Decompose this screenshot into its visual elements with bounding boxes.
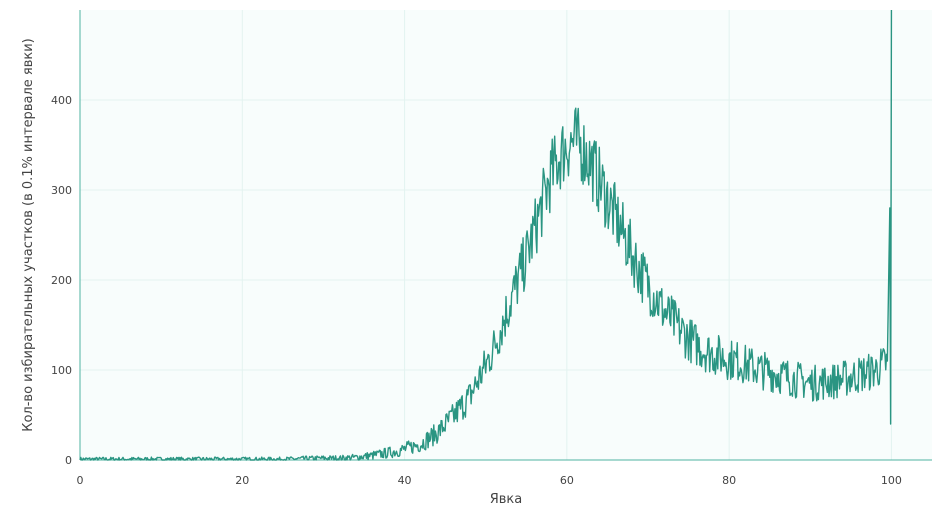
x-tick-label: 80 bbox=[722, 474, 736, 487]
axes bbox=[79, 10, 932, 461]
y-tick-label: 100 bbox=[51, 364, 72, 377]
y-tick-label: 0 bbox=[65, 454, 72, 467]
y-axis-title: Кол-во избирательных участков (в 0.1% ин… bbox=[21, 38, 36, 432]
x-tick-label: 0 bbox=[77, 474, 84, 487]
x-tick-label: 20 bbox=[235, 474, 249, 487]
x-tick-label: 60 bbox=[560, 474, 574, 487]
x-tick-labels: 0 20 40 60 80 100 bbox=[77, 474, 902, 487]
x-axis-title: Явка bbox=[490, 492, 523, 507]
grid bbox=[80, 10, 932, 460]
x-tick-label: 100 bbox=[881, 474, 902, 487]
y-tick-label: 200 bbox=[51, 274, 72, 287]
x-tick-label: 40 bbox=[398, 474, 412, 487]
y-tick-label: 400 bbox=[51, 94, 72, 107]
y-tick-labels: 0 100 200 300 400 bbox=[51, 94, 72, 467]
series-layer bbox=[79, 9, 893, 461]
y-tick-label: 300 bbox=[51, 184, 72, 197]
series-line bbox=[79, 9, 893, 461]
